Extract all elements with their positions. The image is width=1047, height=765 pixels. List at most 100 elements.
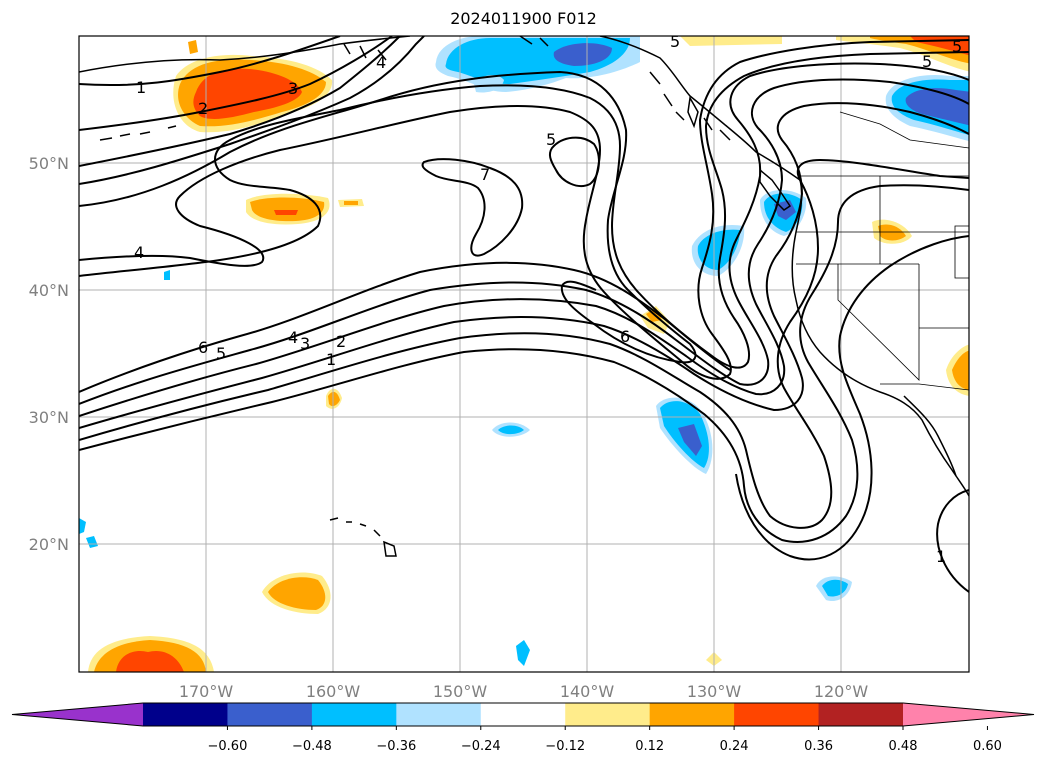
latitude-labels: 50°N 40°N 30°N 20°N [29, 154, 69, 554]
colorbar-tick-label: 0.60 [973, 739, 1002, 754]
colorbar-tick-label: 0.24 [720, 739, 749, 754]
colorbar-segment [565, 703, 651, 726]
positive-anomaly-region [268, 577, 326, 610]
colorbar-extend-low [12, 703, 143, 726]
negative-anomaly-region [164, 270, 170, 280]
contour-line [548, 136, 600, 188]
contour-line [79, 36, 425, 185]
contour-label: 5 [546, 130, 556, 149]
contour-line [79, 78, 969, 417]
contour-line [79, 36, 393, 131]
colorbar-tick-label: 0.48 [889, 739, 918, 754]
colorbar-tick-label: −0.36 [376, 739, 416, 754]
political-borders [796, 111, 969, 391]
lat-label: 50°N [29, 154, 69, 173]
lon-label: 120°W [814, 682, 869, 701]
state-border-utah [954, 225, 969, 279]
lon-label: 170°W [179, 682, 234, 701]
lat-label: 30°N [29, 408, 69, 427]
colorbar-tick-label: −0.12 [545, 739, 585, 754]
contour-line [936, 489, 969, 593]
coastlines [79, 36, 969, 557]
contour-line [79, 261, 731, 393]
positive-anomaly-region [250, 197, 325, 222]
hawaii-islands [329, 517, 397, 557]
contour-label: 7 [480, 165, 490, 184]
lon-label: 140°W [560, 682, 615, 701]
colorbar-segment [143, 703, 228, 726]
colorbar-tick-label: 0.36 [804, 739, 833, 754]
contour-label: 3 [288, 79, 298, 98]
contour-label: 6 [198, 338, 208, 357]
lon-label: 160°W [306, 682, 361, 701]
lon-label: 150°W [433, 682, 488, 701]
colorbar-outline [11, 702, 1035, 727]
contour-line [735, 235, 969, 561]
positive-anomaly-region [188, 40, 198, 54]
contour-line [79, 102, 969, 429]
contour-line [79, 51, 969, 369]
lat-label: 20°N [29, 535, 69, 554]
contour-line [79, 184, 969, 543]
southeast-alaska-islands [649, 71, 731, 141]
contour-label: 4 [376, 53, 386, 72]
positive-anomaly-region [116, 650, 184, 672]
gulf-of-alaska-islands [343, 43, 387, 61]
shaded-anomaly-regions [79, 36, 969, 672]
contour-label: 1 [936, 547, 946, 566]
contour-label: 5 [952, 37, 962, 56]
negative-anomaly-region [516, 640, 530, 666]
colorbar-segment [734, 703, 820, 726]
contour-line [79, 36, 341, 87]
colorbar-segment [480, 703, 566, 726]
contour-line [79, 36, 401, 167]
haida-gwaii [687, 95, 699, 129]
vancouver-island [759, 168, 792, 211]
contour-label: 1 [326, 350, 336, 369]
contour-label: 4 [288, 328, 298, 347]
map-title: 2024011900 F012 [450, 9, 597, 28]
colorbar-ticks: −0.60 −0.48 −0.36 −0.24 −0.12 0.12 0.24 0.36 0.4… [208, 726, 1002, 754]
contour-label: 1 [136, 78, 146, 97]
colorbar-segments [11, 702, 1035, 727]
colorbar-tick-label: −0.60 [208, 739, 248, 754]
us-mexico-border [880, 383, 969, 391]
colorbar-segment [227, 703, 313, 726]
colorbar-segment [396, 703, 482, 726]
colorbar-segment [311, 703, 397, 726]
contour-label: 5 [216, 344, 226, 363]
colorbar-tick-label: 0.12 [635, 739, 664, 754]
south-of-alaska-islands [519, 36, 549, 47]
contour-label: 3 [300, 334, 310, 353]
negative-anomaly-region [86, 536, 98, 548]
positive-anomaly-region [680, 36, 782, 46]
colorbar-segment [818, 703, 904, 726]
negative-anomaly-region [79, 518, 86, 534]
contour-lines [79, 36, 969, 593]
contour-line [79, 39, 969, 380]
positive-anomaly-region [878, 224, 906, 241]
contour-label: 6 [620, 327, 630, 346]
contour-label: 5 [670, 32, 680, 51]
positive-anomaly-region [344, 201, 358, 205]
gridlines [79, 36, 969, 672]
contour-line [79, 62, 969, 405]
contour-label: 4 [134, 243, 144, 262]
contour-label: 5 [922, 52, 932, 71]
negative-anomaly-region [678, 424, 702, 456]
map-frame [78, 35, 970, 673]
contour-line [79, 70, 697, 364]
contour-line [79, 158, 969, 529]
lat-label: 40°N [29, 281, 69, 300]
colorbar-extend-high [903, 703, 1034, 726]
longitude-labels: 170°W 160°W 150°W 140°W 130°W 120°W [179, 682, 869, 701]
state-border-nevada [837, 264, 920, 381]
colorbar-segment [649, 703, 735, 726]
contour-label: 2 [198, 99, 208, 118]
lon-label: 130°W [687, 682, 742, 701]
colorbar-tick-label: −0.48 [292, 739, 332, 754]
contour-label: 2 [336, 332, 346, 351]
baja-california-coastline [903, 395, 957, 477]
contour-labels: 1 2 3 4 5 7 5 4 6 5 4 3 2 1 6 5 5 1 [134, 32, 962, 566]
